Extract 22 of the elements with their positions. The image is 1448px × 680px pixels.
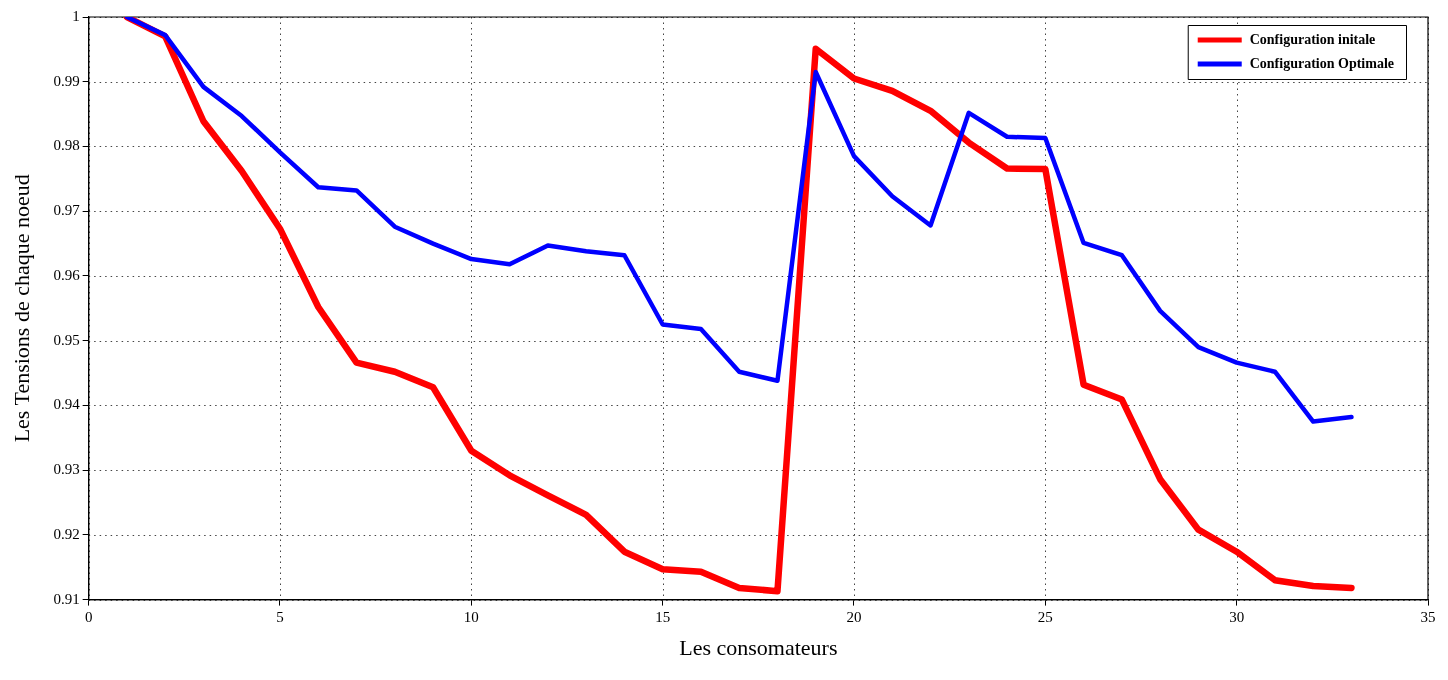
y-tick-label: 0.98 — [53, 137, 80, 154]
x-tick-label: 35 — [1420, 608, 1436, 625]
x-tick-label: 10 — [463, 608, 479, 625]
legend-label: Configuration Optimale — [1249, 55, 1394, 71]
x-tick-label: 30 — [1229, 608, 1245, 625]
y-tick-label: 1 — [72, 7, 80, 24]
y-tick-label: 0.96 — [53, 266, 81, 283]
y-tick-label: 0.97 — [53, 202, 81, 219]
y-tick-label: 0.99 — [53, 72, 80, 89]
x-tick-label: 20 — [846, 608, 862, 625]
y-tick-label: 0.93 — [53, 461, 80, 478]
x-axis-title: Les consomateurs — [679, 634, 838, 660]
y-tick-label: 0.91 — [53, 590, 80, 607]
y-tick-label: 0.95 — [53, 331, 80, 348]
x-tick-label: 25 — [1037, 608, 1053, 625]
y-axis-title: Les Tensions de chaque noeud — [8, 174, 34, 443]
y-tick-label: 0.92 — [53, 525, 80, 542]
x-tick-label: 15 — [655, 608, 671, 625]
legend-label: Configuration initale — [1249, 31, 1376, 47]
x-tick-label: 0 — [84, 608, 93, 625]
x-tick-label: 5 — [276, 608, 284, 625]
y-tick-label: 0.94 — [53, 396, 81, 413]
